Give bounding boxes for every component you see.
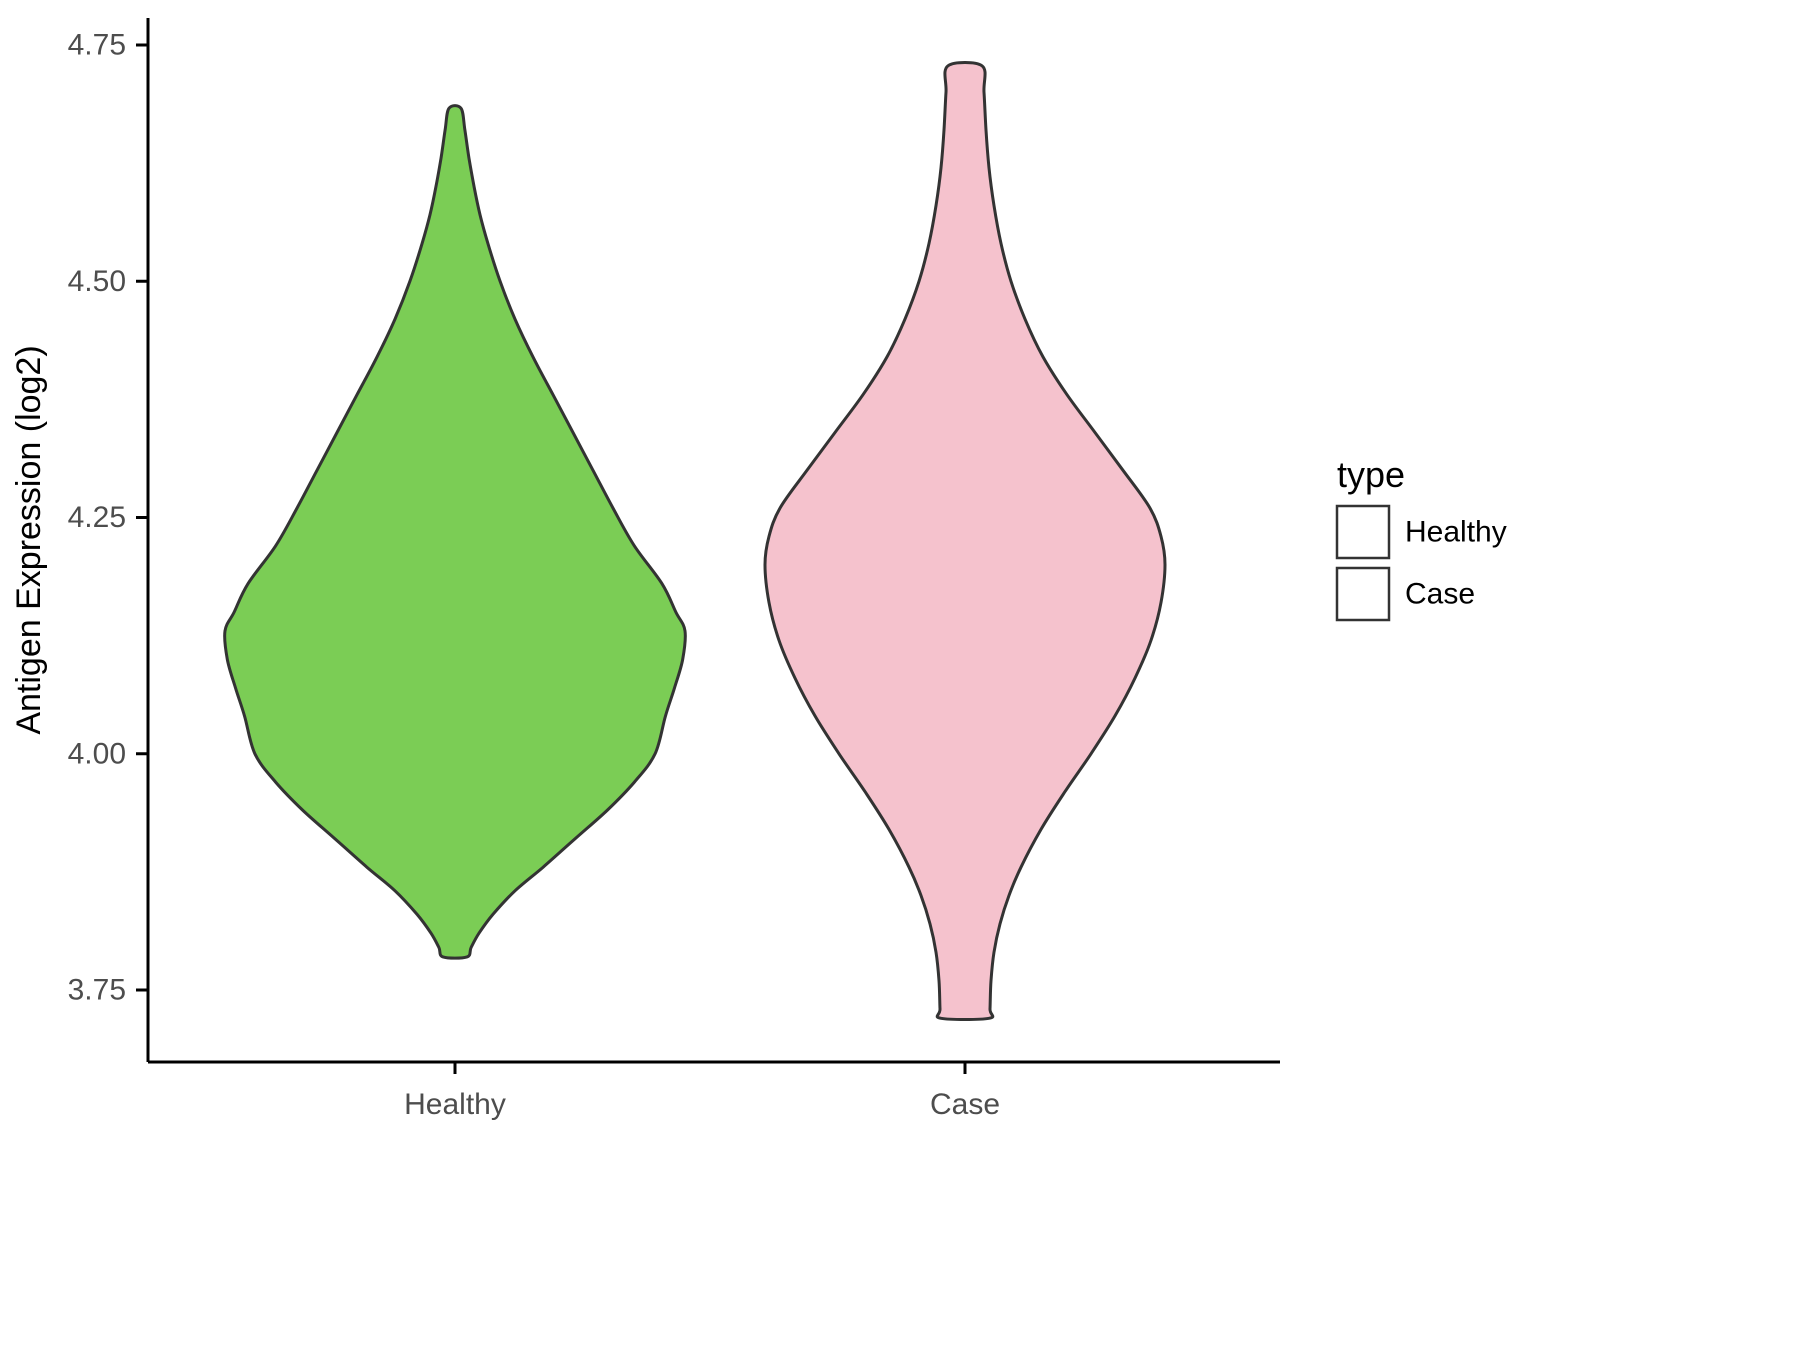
violin-healthy	[223, 104, 687, 960]
legend-key-case: Case	[1335, 566, 1475, 622]
y-axis-title: Antigen Expression (log2)	[10, 345, 48, 734]
violin-case	[763, 61, 1167, 1021]
legend-key-healthy: Healthy	[1335, 504, 1507, 560]
legend-swatch-case	[1335, 566, 1391, 622]
x-tick-label-healthy: Healthy	[404, 1088, 506, 1121]
x-tick-label-case: Case	[930, 1088, 1000, 1121]
legend-label-case: Case	[1405, 578, 1475, 611]
y-tick-label: 3.75	[68, 974, 126, 1007]
plot-panel: 3.75 4.00 4.25 4.50 4.75 Healthy Case	[68, 18, 1280, 1121]
legend-label-healthy: Healthy	[1405, 516, 1507, 549]
legend: type Healthy Case	[1335, 454, 1507, 622]
legend-swatch-healthy	[1335, 504, 1391, 560]
y-tick-label: 4.50	[68, 265, 126, 298]
y-tick-label: 4.00	[68, 737, 126, 770]
y-tick-label: 4.75	[68, 29, 126, 62]
legend-title: type	[1337, 454, 1405, 495]
y-tick-label: 4.25	[68, 501, 126, 534]
